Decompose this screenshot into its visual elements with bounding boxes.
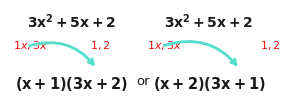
Text: $\mathit{1, 2}$: $\mathit{1, 2}$ bbox=[260, 39, 280, 52]
Text: $\mathit{1x, 3x}$: $\mathit{1x, 3x}$ bbox=[147, 39, 182, 52]
Text: $\mathbf{(x+1)(3x+2)}$: $\mathbf{(x+1)(3x+2)}$ bbox=[15, 75, 128, 93]
FancyArrowPatch shape bbox=[30, 43, 93, 64]
Text: $\mathbf{3x^2 + 5x + 2}$: $\mathbf{3x^2 + 5x + 2}$ bbox=[164, 13, 253, 31]
Text: $\mathbf{3x^2 + 5x + 2}$: $\mathbf{3x^2 + 5x + 2}$ bbox=[27, 13, 116, 31]
Text: $\mathit{1x, 3x}$: $\mathit{1x, 3x}$ bbox=[13, 39, 48, 52]
FancyArrowPatch shape bbox=[164, 41, 236, 64]
Text: $\mathbf{(x+2)(3x+1)}$: $\mathbf{(x+2)(3x+1)}$ bbox=[153, 75, 265, 93]
Text: or: or bbox=[136, 75, 150, 88]
Text: $\mathit{1, 2}$: $\mathit{1, 2}$ bbox=[90, 39, 111, 52]
